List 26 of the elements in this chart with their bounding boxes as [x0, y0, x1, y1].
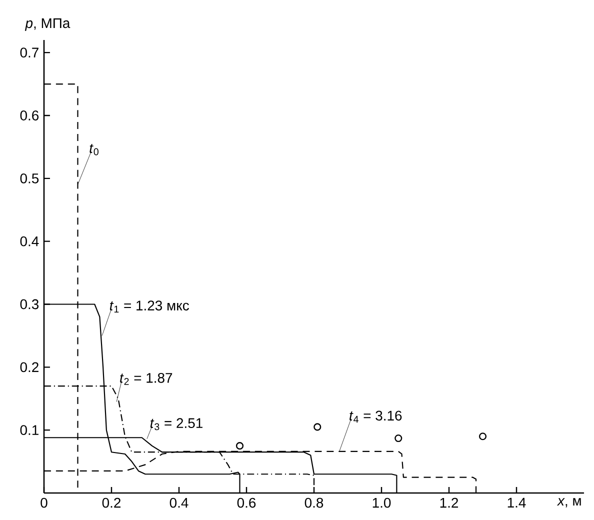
x-tick-label: 0.2 [102, 498, 120, 508]
y-tick-label: 0.2 [20, 362, 38, 372]
x-tick-label: 0.4 [170, 498, 188, 508]
y-tick-label: 0.3 [20, 299, 39, 310]
y-tick-label: 0.4 [20, 236, 39, 246]
series-label: t$_{0}$ [90, 144, 98, 156]
y-tick-label: 0.7 [20, 48, 38, 58]
x-tick-label: 0.6 [237, 498, 256, 508]
point [314, 423, 322, 431]
x-tick-label: 1.4 [508, 498, 526, 508]
text: t$_{4}$ = 3.16 [350, 410, 402, 423]
x-tick-label: 0.8 [304, 498, 324, 508]
y-axis-title: p, МПа [24, 18, 70, 31]
point [478, 432, 487, 440]
legend-label: t$_{3}$ = 2.51 [150, 418, 202, 430]
y-tick-label: 0.1 [20, 425, 38, 436]
x-tick-label: 1.0 [372, 498, 391, 508]
y-tick-label: 0.6 [20, 110, 39, 120]
y-tick-label: 0.5 [20, 173, 39, 184]
x-axis-title: x, м [556, 498, 581, 508]
series-label: t$_{2}$ = 1.87 [120, 372, 172, 385]
point [394, 434, 402, 442]
series-label: t$_{1}$ = 1.23 мкс [110, 300, 189, 312]
point [236, 442, 244, 450]
x-tick-label: 1.2 [440, 498, 458, 508]
x-tick-label: 0 [40, 498, 48, 508]
